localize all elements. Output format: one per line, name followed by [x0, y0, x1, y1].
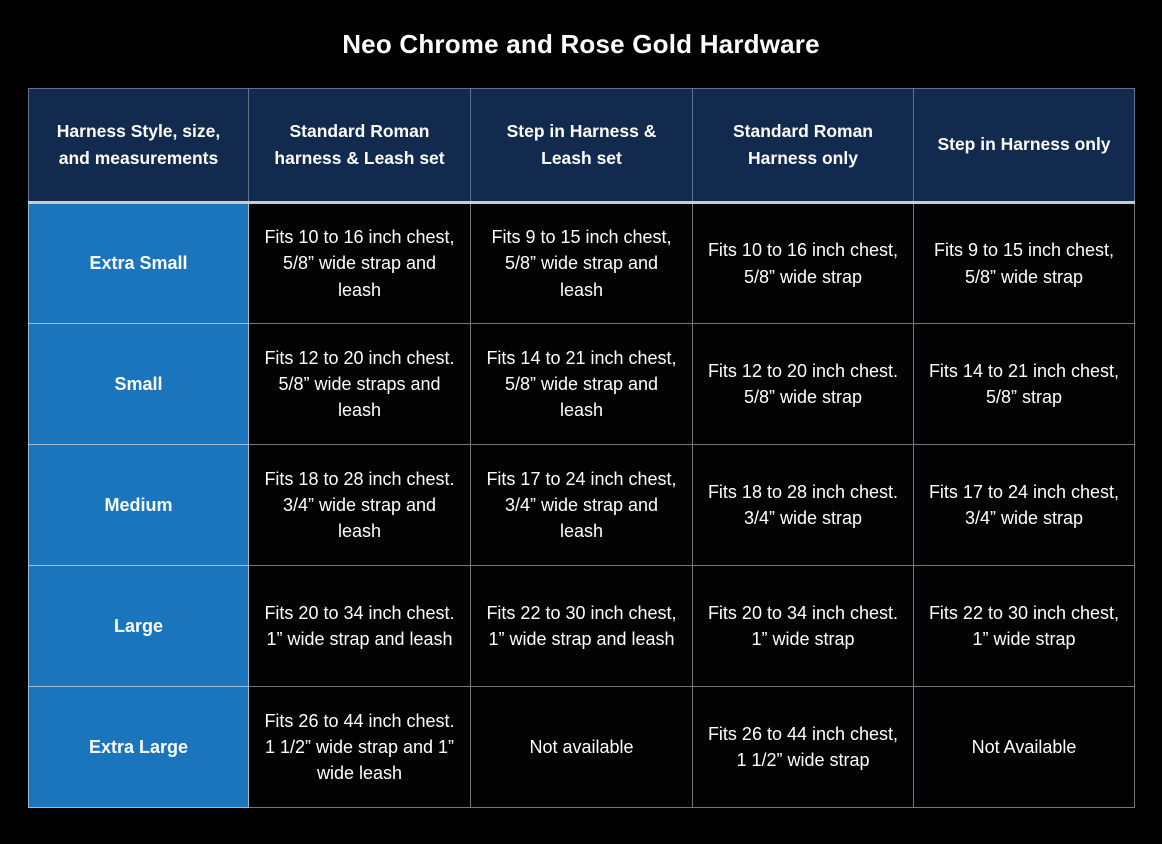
table-cell: Fits 9 to 15 inch chest, 5/8” wide strap… — [470, 202, 693, 324]
table-cell: Fits 10 to 16 inch chest, 5/8” wide stra… — [248, 202, 471, 324]
table-cell: Fits 17 to 24 inch chest, 3/4” wide stra… — [913, 444, 1135, 566]
table-row: Medium Fits 18 to 28 inch chest. 3/4” wi… — [28, 444, 1135, 566]
table-row: Extra Large Fits 26 to 44 inch chest. 1 … — [28, 686, 1135, 808]
row-label-extra-small: Extra Small — [28, 202, 249, 324]
row-label-large: Large — [28, 565, 249, 687]
table-cell: Fits 22 to 30 inch chest, 1” wide strap — [913, 565, 1135, 687]
table-cell: Fits 17 to 24 inch chest, 3/4” wide stra… — [470, 444, 693, 566]
table-cell: Fits 18 to 28 inch chest. 3/4” wide stra… — [692, 444, 914, 566]
table-cell: Fits 20 to 34 inch chest. 1” wide strap — [692, 565, 914, 687]
row-label-extra-large: Extra Large — [28, 686, 249, 808]
header-step-in-leash-set: Step in Harness & Leash set — [470, 88, 693, 204]
table-cell: Fits 26 to 44 inch chest. 1 1/2” wide st… — [248, 686, 471, 808]
header-step-in-only: Step in Harness only — [913, 88, 1135, 204]
table-cell: Fits 12 to 20 inch chest. 5/8” wide stra… — [248, 323, 471, 445]
table-cell: Fits 10 to 16 inch chest, 5/8” wide stra… — [692, 202, 914, 324]
table-cell: Fits 14 to 21 inch chest, 5/8” strap — [913, 323, 1135, 445]
table-cell: Not Available — [913, 686, 1135, 808]
table-cell: Fits 9 to 15 inch chest, 5/8” wide strap — [913, 202, 1135, 324]
size-chart-table: Harness Style, size, and measurements St… — [28, 88, 1135, 808]
row-label-medium: Medium — [28, 444, 249, 566]
table-header-row: Harness Style, size, and measurements St… — [28, 88, 1135, 204]
page-title: Neo Chrome and Rose Gold Hardware — [342, 28, 820, 59]
table-row: Large Fits 20 to 34 inch chest. 1” wide … — [28, 565, 1135, 687]
table-cell: Fits 20 to 34 inch chest. 1” wide strap … — [248, 565, 471, 687]
header-harness-style-size: Harness Style, size, and measurements — [28, 88, 249, 204]
table-cell: Not available — [470, 686, 693, 808]
table-cell: Fits 22 to 30 inch chest, 1” wide strap … — [470, 565, 693, 687]
table-cell: Fits 14 to 21 inch chest, 5/8” wide stra… — [470, 323, 693, 445]
table-row: Small Fits 12 to 20 inch chest. 5/8” wid… — [28, 323, 1135, 445]
table-cell: Fits 12 to 20 inch chest. 5/8” wide stra… — [692, 323, 914, 445]
table-cell: Fits 26 to 44 inch chest, 1 1/2” wide st… — [692, 686, 914, 808]
table-row: Extra Small Fits 10 to 16 inch chest, 5/… — [28, 202, 1135, 324]
header-standard-roman-only: Standard Roman Harness only — [692, 88, 914, 204]
table-cell: Fits 18 to 28 inch chest. 3/4” wide stra… — [248, 444, 471, 566]
row-label-small: Small — [28, 323, 249, 445]
header-standard-roman-leash-set: Standard Roman harness & Leash set — [248, 88, 471, 204]
